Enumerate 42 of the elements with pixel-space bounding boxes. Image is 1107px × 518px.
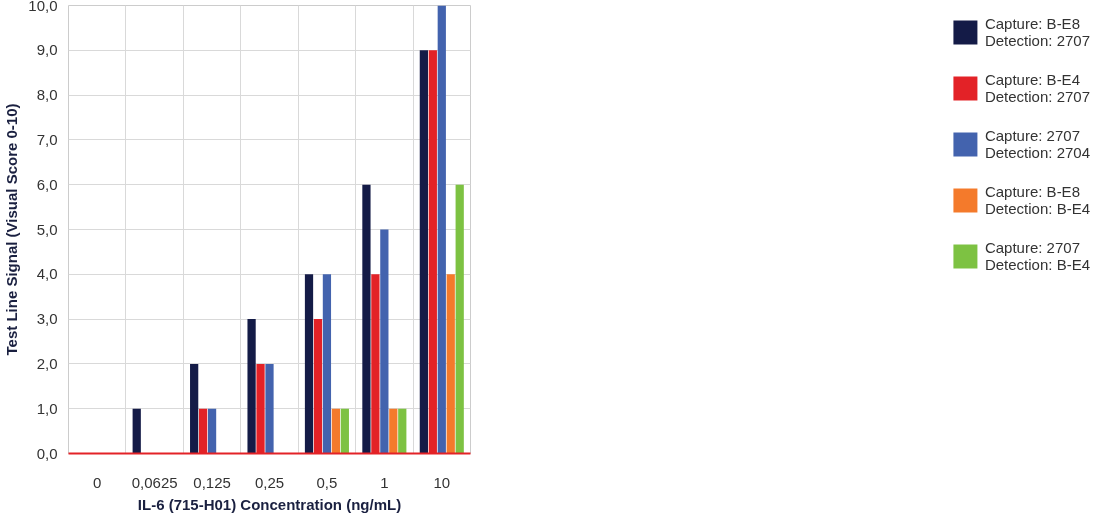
x-tick-label: 10: [433, 473, 451, 491]
bar: [380, 229, 389, 454]
y-tick-label: 4,0: [36, 265, 58, 283]
y-tick-label: 2,0: [36, 354, 58, 372]
bar: [132, 408, 141, 454]
legend-label: Capture: B-E8 Detection: 2707: [984, 15, 1090, 49]
x-tick-label: 0,5: [316, 473, 338, 491]
legend-label: Capture: B-E8 Detection: B-E4: [984, 183, 1090, 217]
bar: [190, 363, 199, 454]
bar: [419, 50, 428, 454]
y-tick-label: 1,0: [36, 399, 58, 417]
x-tick-label: 0,125: [193, 473, 231, 491]
y-tick-label: 9,0: [36, 41, 58, 59]
x-tick-label: 0: [93, 473, 102, 491]
x-axis-title: IL-6 (715-H01) Concentration (ng/mL): [137, 495, 402, 513]
x-tick-label: 0,0625: [131, 473, 178, 491]
y-tick-label: 10,0: [28, 0, 58, 14]
bar: [247, 319, 256, 454]
bar: [207, 408, 217, 454]
x-tick-label: 1: [380, 473, 389, 491]
bar: [265, 363, 274, 454]
bar: [398, 408, 407, 454]
legend-label: Capture: 2707 Detection: B-E4: [984, 239, 1090, 273]
legend-label: Capture: 2707 Detection: 2704: [984, 127, 1090, 161]
y-tick-label: 7,0: [36, 130, 58, 148]
x-tick-label: 0,25: [254, 473, 285, 491]
bar: [362, 184, 371, 454]
bar: [437, 5, 446, 454]
bar: [304, 274, 314, 454]
bar: [322, 274, 332, 454]
bar: [389, 408, 398, 454]
y-tick-label: 5,0: [36, 220, 58, 238]
bar: [331, 408, 341, 454]
y-tick-label: 6,0: [36, 175, 58, 193]
y-tick-label: 0,0: [36, 444, 58, 462]
bar: [446, 274, 455, 454]
bar: [340, 408, 349, 454]
bar: [455, 184, 464, 454]
y-tick-label: 3,0: [36, 310, 58, 328]
legend-label: Capture: B-E4 Detection: 2707: [984, 71, 1090, 105]
y-axis-title: Test Line Signal (Visual Score 0-10): [3, 103, 21, 356]
y-tick-label: 8,0: [36, 86, 58, 104]
